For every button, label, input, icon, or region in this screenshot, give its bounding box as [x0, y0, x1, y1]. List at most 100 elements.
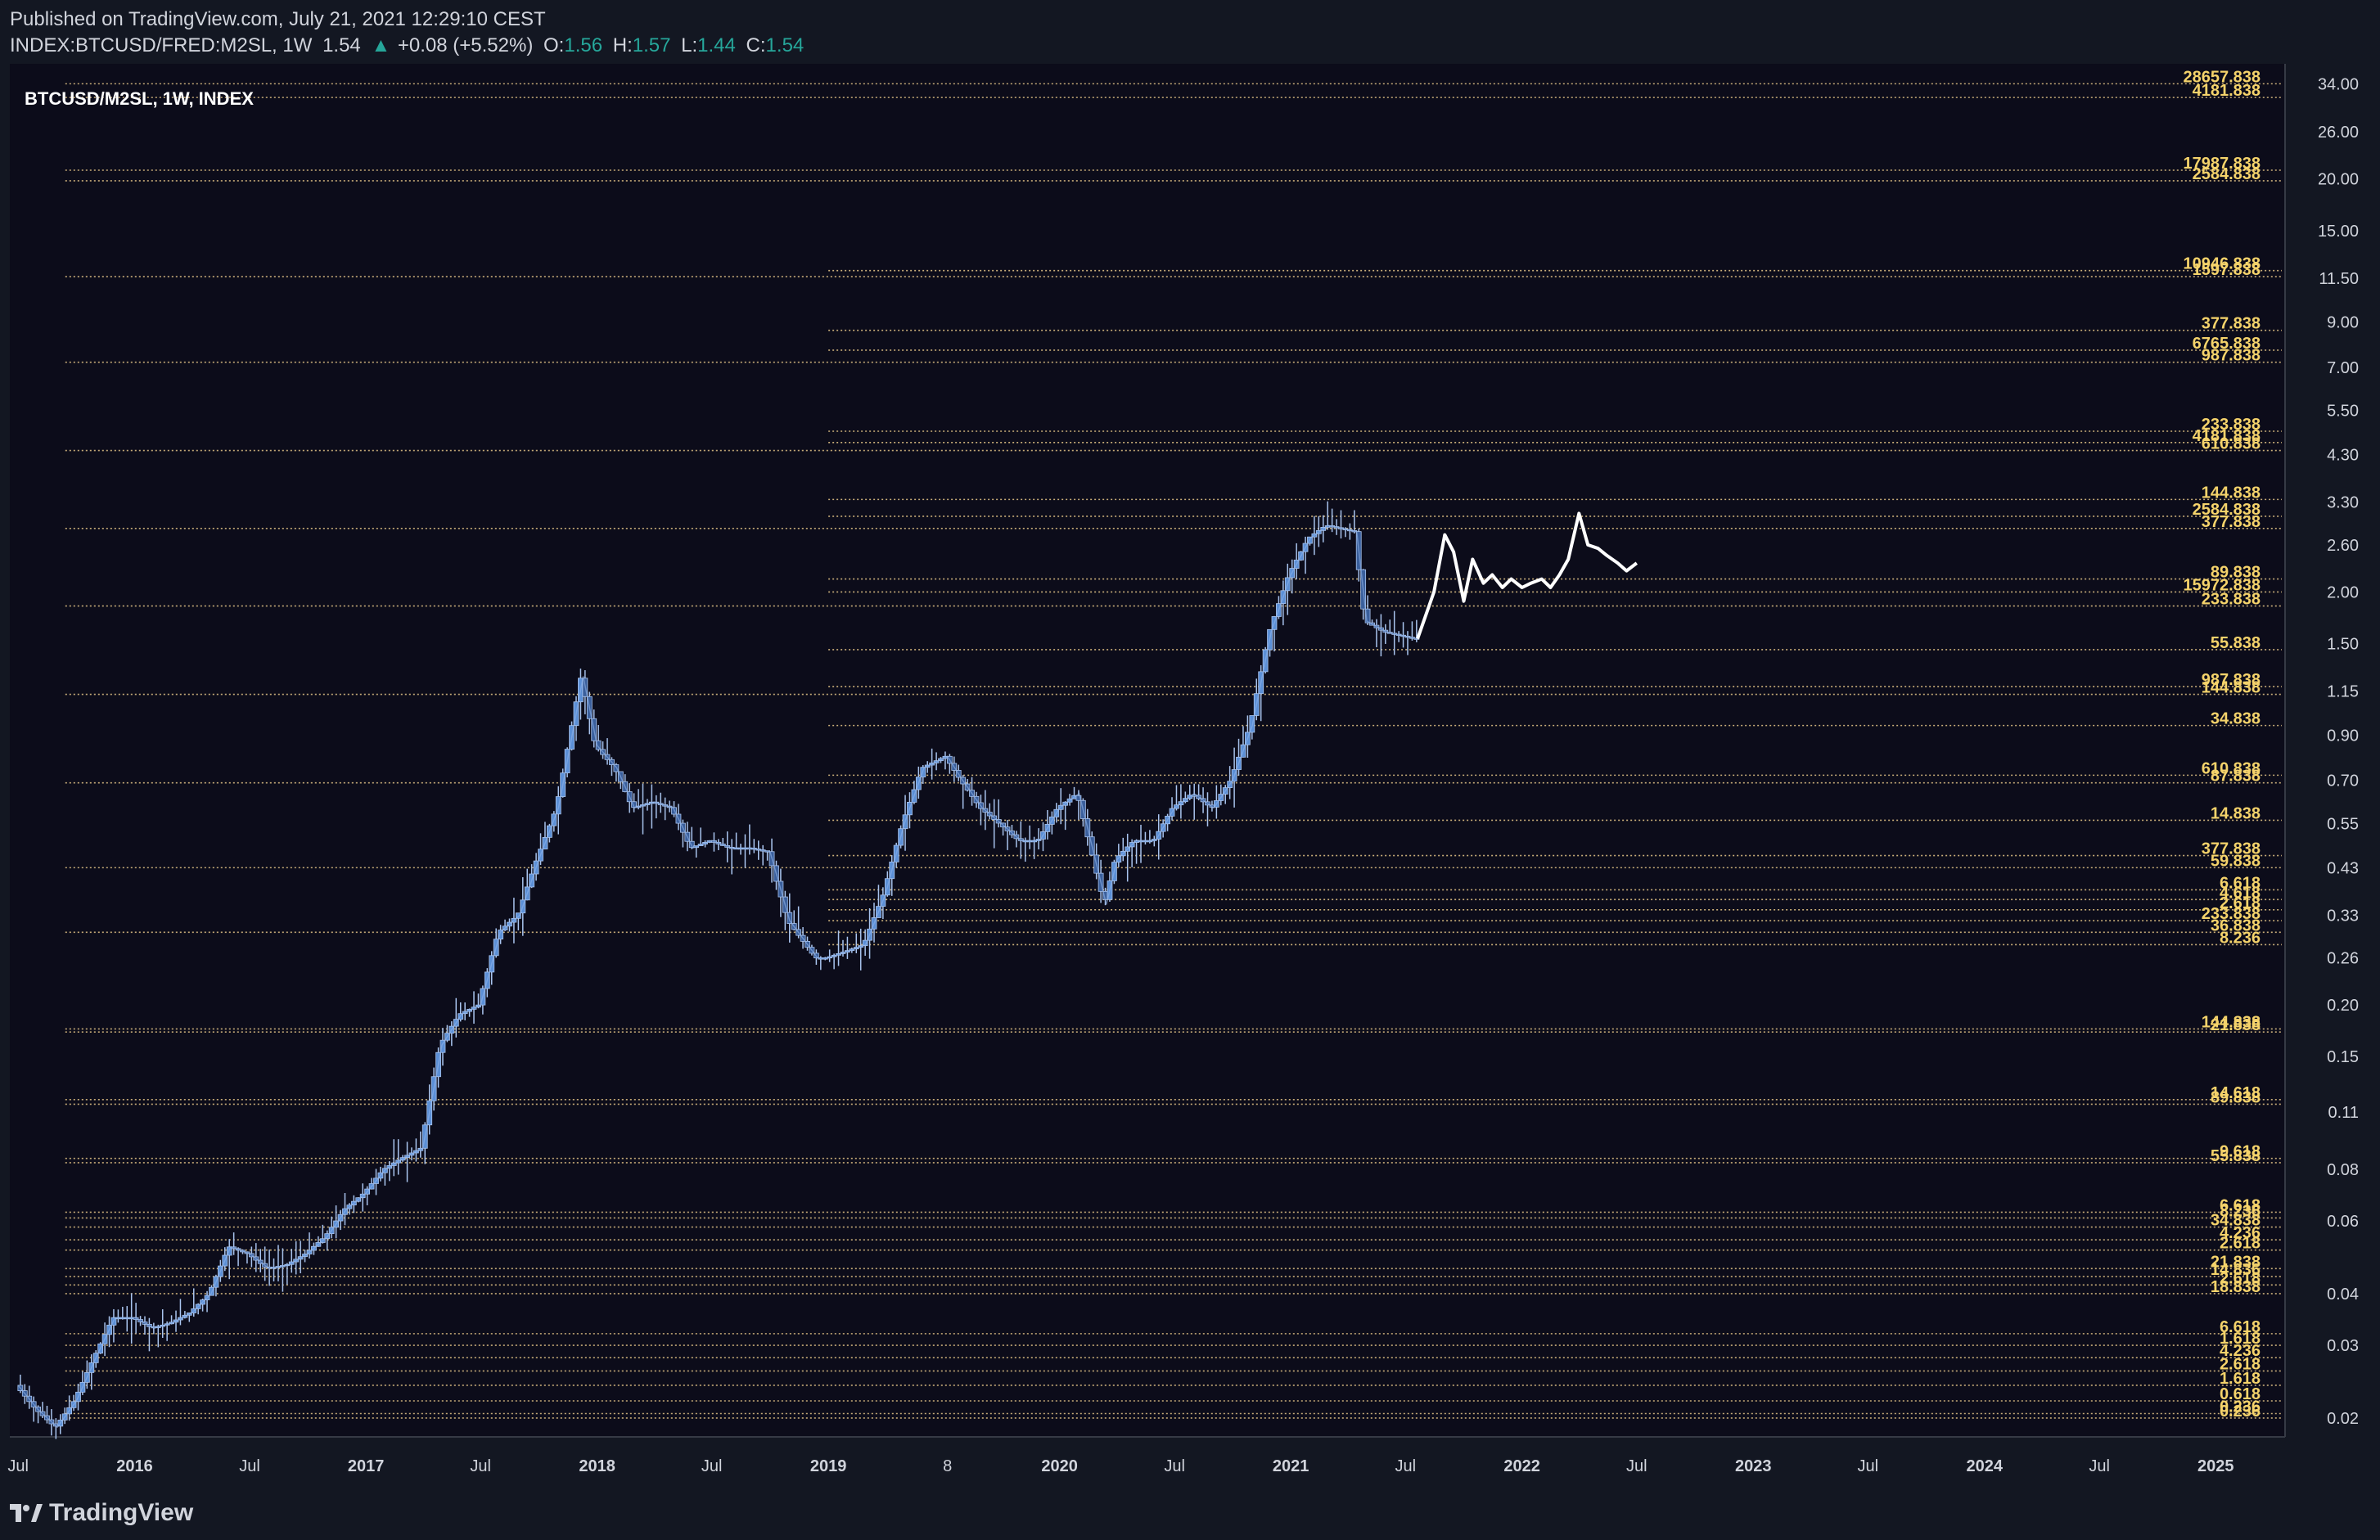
high-value: 1.57 — [632, 34, 671, 56]
fib-level-label: 59.838 — [2211, 852, 2261, 870]
change-arrow-icon: ▲ — [371, 34, 391, 56]
fib-level-label: 144.838 — [2202, 1013, 2261, 1031]
fib-level-label: 4.236 — [2220, 1224, 2261, 1242]
fib-level-label: 8.236 — [2220, 1202, 2261, 1220]
fib-level-label: 377.838 — [2202, 840, 2261, 858]
time-axis-tick-label: Jul — [2089, 1457, 2110, 1475]
time-axis-tick-label: 2023 — [1735, 1457, 1772, 1475]
price-axis-tick-label: 0.43 — [2327, 859, 2359, 877]
fib-level-label: 18.838 — [2211, 1278, 2261, 1296]
fib-level-label: 0.236 — [2220, 1398, 2261, 1416]
fib-level-label: 4.236 — [2220, 1342, 2261, 1360]
time-axis-tick-label: 2016 — [116, 1457, 153, 1475]
time-axis-tick-label: Jul — [1395, 1457, 1416, 1475]
fib-level-label: 36.838 — [2211, 916, 2261, 934]
fib-level-label: 610.838 — [2202, 759, 2261, 777]
price-candle — [862, 939, 868, 947]
chart-footer: TradingView — [0, 1489, 2380, 1540]
price-axis-tick-label: 34.00 — [2318, 75, 2359, 93]
fib-level-label: 4181.838 — [2193, 427, 2261, 445]
price-axis-tick-label: 0.55 — [2327, 815, 2359, 833]
fib-level-label: 0.236 — [2220, 1403, 2261, 1421]
price-chart[interactable]: 28657.8384181.83817987.8382584.83810946.… — [0, 64, 2380, 1489]
price-axis-tick-label: 0.08 — [2327, 1161, 2359, 1179]
fib-level-label: 87.838 — [2211, 768, 2261, 786]
price-axis-tick-label: 26.00 — [2318, 124, 2359, 142]
fib-level-label: 2584.838 — [2193, 501, 2261, 519]
time-axis-tick-label: 2019 — [810, 1457, 847, 1475]
price-axis-tick-label: 7.00 — [2327, 359, 2359, 377]
price-candle — [787, 912, 793, 925]
price-axis-tick-label: 0.70 — [2327, 772, 2359, 790]
time-axis-tick-label: 8 — [943, 1457, 952, 1475]
price-axis-tick-label: 2.60 — [2327, 537, 2359, 555]
fib-level-label: 6.618 — [2220, 1318, 2261, 1336]
fib-level-label: 1.618 — [2220, 1330, 2261, 1348]
price-axis-tick-label: 20.00 — [2318, 171, 2359, 189]
price-axis-tick-label: 1.50 — [2327, 635, 2359, 653]
price-candle — [613, 764, 620, 772]
fib-level-label: 10946.838 — [2183, 255, 2261, 273]
time-axis-tick-label: Jul — [7, 1457, 29, 1475]
price-candle — [595, 740, 602, 750]
last-price: 1.54 — [322, 34, 361, 56]
fib-level-label: 28657.838 — [2183, 68, 2261, 86]
price-axis-tick-label: 0.02 — [2327, 1410, 2359, 1428]
price-axis-tick-label: 0.06 — [2327, 1213, 2359, 1231]
fib-level-label: 144.838 — [2202, 484, 2261, 502]
fib-level-label: 89.838 — [2211, 1088, 2261, 1106]
fib-level-label: 8.236 — [2220, 929, 2261, 947]
fib-level-label: 377.838 — [2202, 315, 2261, 333]
chart-area[interactable]: 28657.838 4181.838 17987.838 2584.838 10946.… — [0, 64, 2380, 1489]
fib-level-label: 21.838 — [2211, 1253, 2261, 1271]
price-axis-tick-label: 0.04 — [2327, 1286, 2359, 1304]
fib-level-label: 6.618 — [2220, 1196, 2261, 1214]
fib-level-label: 14.838 — [2211, 804, 2261, 822]
tradingview-logo[interactable]: TradingView — [10, 1499, 193, 1527]
price-axis-tick-label: 3.30 — [2327, 494, 2359, 512]
price-axis-tick-label: 0.15 — [2327, 1048, 2359, 1066]
time-axis-tick-label: 2021 — [1273, 1457, 1309, 1475]
price-axis-tick-label: 9.00 — [2327, 314, 2359, 332]
fib-level-label: 987.838 — [2202, 671, 2261, 689]
fib-level-label: 17987.838 — [2183, 155, 2261, 173]
time-axis-tick-label: Jul — [1164, 1457, 1185, 1475]
open-label: O: — [543, 34, 565, 56]
fib-level-label: 4.618 — [2220, 884, 2261, 902]
plot-area — [10, 64, 2285, 1437]
fib-level-label: 15972.838 — [2183, 576, 2261, 594]
fib-level-label: 4181.838 — [2193, 82, 2261, 100]
fib-level-label: 1.618 — [2220, 1370, 2261, 1388]
tradingview-logo-text: TradingView — [49, 1499, 194, 1526]
time-axis-tick-label: 2022 — [1503, 1457, 1540, 1475]
time-axis-tick-label: 2017 — [348, 1457, 385, 1475]
time-axis-tick-label: Jul — [470, 1457, 491, 1475]
time-axis-tick-label: Jul — [701, 1457, 723, 1475]
chart-title: BTCUSD/M2SL, 1W, INDEX — [25, 88, 254, 109]
chart-header: Published on TradingView.com, July 21, 2… — [0, 0, 2380, 64]
price-axis-tick-label: 11.50 — [2319, 270, 2359, 288]
fib-level-label: 233.838 — [2202, 416, 2261, 434]
fib-level-label: 6.618 — [2220, 874, 2261, 892]
fib-level-label: 14.836 — [2211, 1261, 2261, 1279]
symbol-name[interactable]: INDEX:BTCUSD/FRED:M2SL, 1W — [10, 34, 313, 56]
price-axis-tick-label: 0.26 — [2327, 950, 2359, 968]
fib-level-label: 2.618 — [2220, 1355, 2261, 1373]
fib-level-label: 2584.838 — [2193, 165, 2261, 183]
price-axis-tick-label: 0.03 — [2327, 1337, 2359, 1355]
time-axis-tick-label: Jul — [1626, 1457, 1648, 1475]
fib-level-label: 1597.838 — [2193, 261, 2261, 279]
time-axis-tick-label: 2025 — [2197, 1457, 2234, 1475]
fib-level-label: 34.838 — [2211, 1212, 2261, 1230]
price-candle — [1075, 795, 1082, 801]
fib-level-label: 233.838 — [2202, 591, 2261, 609]
fib-level-label: 89.838 — [2211, 564, 2261, 582]
fib-level-label: 377.838 — [2202, 513, 2261, 531]
time-axis-tick-label: Jul — [1858, 1457, 1879, 1475]
time-axis-tick-label: 2024 — [1966, 1457, 2003, 1475]
fib-level-label: 2.618 — [2220, 1235, 2261, 1253]
price-axis-tick-label: 0.90 — [2327, 727, 2359, 745]
tradingview-logo-icon — [10, 1504, 43, 1522]
symbol-info-bar: INDEX:BTCUSD/FRED:M2SL, 1W 1.54 ▲ +0.08 … — [10, 34, 809, 57]
price-axis-tick-label: 2.00 — [2327, 583, 2359, 601]
